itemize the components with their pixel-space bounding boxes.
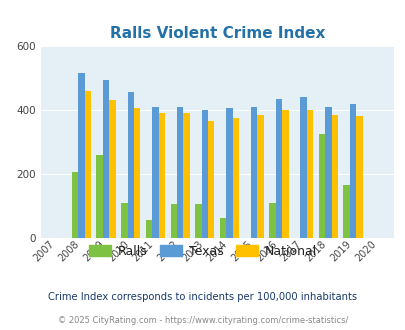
Bar — [269, 203, 275, 238]
Bar — [134, 108, 140, 238]
Bar — [207, 121, 214, 238]
Bar — [300, 97, 306, 238]
Bar — [306, 110, 313, 238]
Bar — [195, 204, 201, 238]
Bar — [232, 118, 239, 238]
Bar — [183, 113, 189, 238]
Bar — [201, 110, 207, 238]
Bar — [257, 115, 263, 238]
Bar — [220, 218, 226, 238]
Bar — [158, 113, 165, 238]
Bar — [127, 92, 134, 238]
Text: © 2025 CityRating.com - https://www.cityrating.com/crime-statistics/: © 2025 CityRating.com - https://www.city… — [58, 315, 347, 325]
Bar — [170, 204, 177, 238]
Bar — [324, 107, 331, 238]
Bar — [343, 185, 349, 238]
Bar — [275, 99, 281, 238]
Bar — [78, 73, 84, 238]
Bar — [102, 80, 109, 238]
Title: Ralls Violent Crime Index: Ralls Violent Crime Index — [109, 26, 324, 41]
Bar — [72, 172, 78, 238]
Bar — [109, 100, 115, 238]
Bar — [318, 134, 324, 238]
Bar — [145, 220, 152, 238]
Text: Crime Index corresponds to incidents per 100,000 inhabitants: Crime Index corresponds to incidents per… — [48, 292, 357, 302]
Bar — [226, 108, 232, 238]
Bar — [96, 155, 102, 238]
Bar — [84, 91, 91, 238]
Bar — [121, 203, 127, 238]
Bar — [250, 107, 257, 238]
Bar — [152, 107, 158, 238]
Bar — [177, 107, 183, 238]
Legend: Ralls, Texas, National: Ralls, Texas, National — [84, 240, 321, 263]
Bar — [349, 104, 356, 238]
Bar — [281, 110, 288, 238]
Bar — [331, 115, 337, 238]
Bar — [356, 116, 362, 238]
